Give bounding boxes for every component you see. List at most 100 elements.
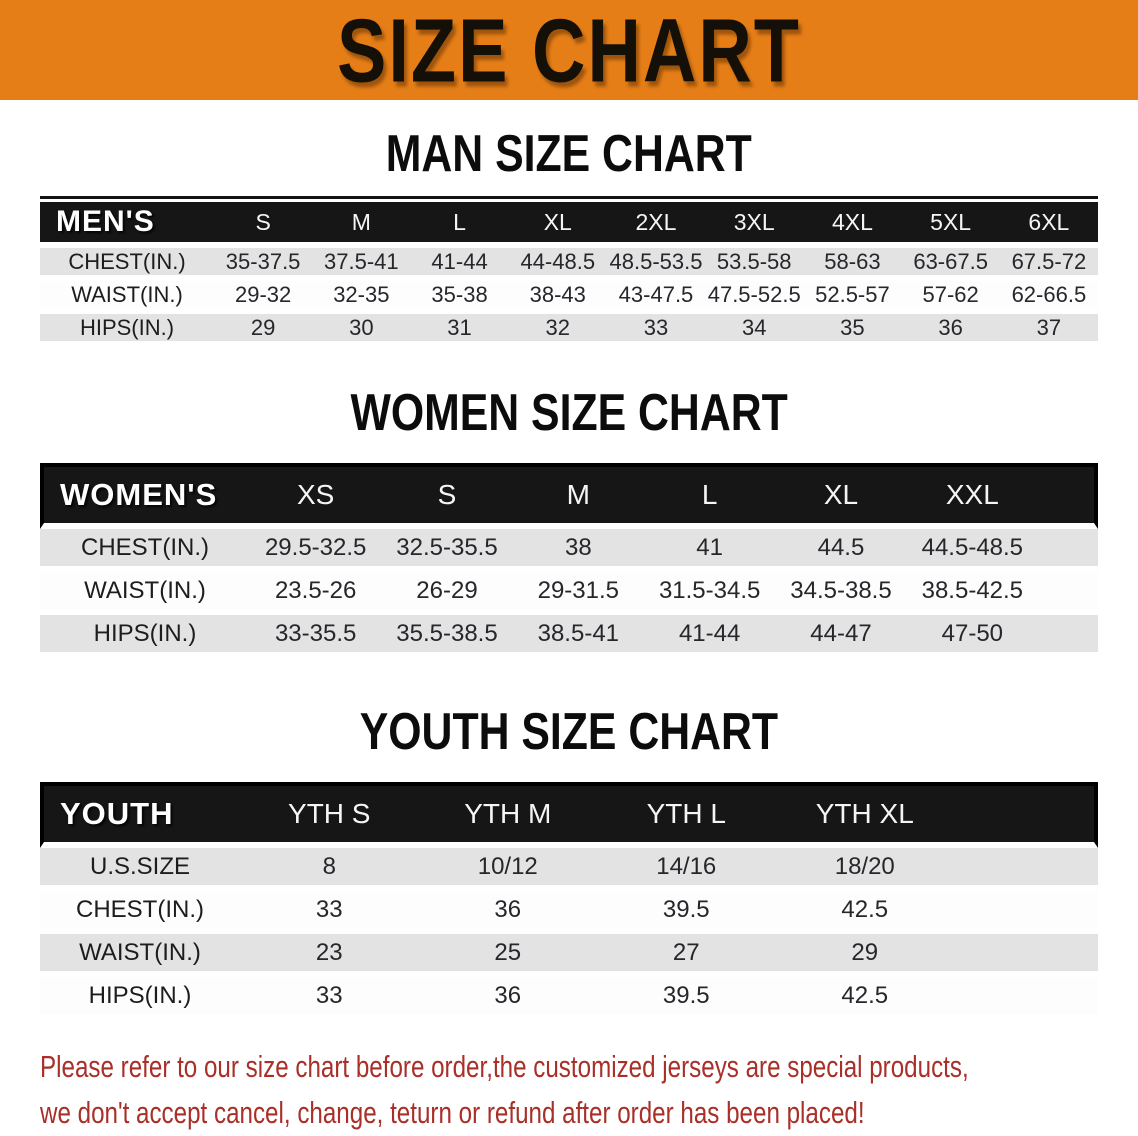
youth-size-table: YOUTH YTH S YTH M YTH L YTH XL U.S.SIZE 8 10/1… — [40, 782, 1098, 1020]
size-value-cell: 41-44 — [410, 248, 509, 281]
size-value-cell: 30 — [312, 314, 411, 347]
women-section-heading: WOMEN SIZE CHART — [0, 382, 1138, 442]
row-label-cell: HIPS(IN.) — [40, 977, 240, 1020]
size-value-cell: 33 — [240, 891, 419, 934]
size-value-cell: 44.5-48.5 — [906, 529, 1038, 572]
women-table-body: CHEST(IN.) 29.5-32.5 32.5-35.5 38 41 44.5 44.5… — [40, 529, 1098, 658]
men-table-body: CHEST(IN.) 35-37.5 37.5-41 41-44 44-48.5 48.5… — [40, 248, 1098, 347]
size-value-cell: 38.5-42.5 — [906, 572, 1038, 615]
women-size-table: WOMEN'S XS S M L XL XXL CHEST(IN.) 29.5-32.5 32.… — [40, 463, 1098, 658]
youth-header-row: YOUTH YTH S YTH M YTH L YTH XL — [40, 782, 1098, 848]
table-row: WAIST(IN.) 23.5-26 26-29 29-31.5 31.5-34.5 34… — [40, 572, 1098, 615]
size-value-cell: 23.5-26 — [250, 572, 382, 615]
size-value-cell: 32-35 — [312, 281, 411, 314]
size-value-cell: 8 — [240, 848, 419, 891]
size-value-cell: 35.5-38.5 — [381, 615, 513, 658]
size-value-cell: 39.5 — [597, 891, 776, 934]
size-value-cell: 44-48.5 — [508, 248, 607, 281]
size-value-cell: 42.5 — [775, 977, 954, 1020]
column-header-cell: YTH M — [418, 782, 597, 848]
size-value-cell: 33 — [606, 314, 706, 347]
size-value-cell: 29-31.5 — [512, 572, 644, 615]
size-value-cell: 63-67.5 — [901, 248, 1000, 281]
size-value-cell: 41-44 — [643, 615, 776, 658]
column-header-cell: 3XL — [705, 199, 804, 248]
row-label-cell: CHEST(IN.) — [40, 248, 214, 281]
table-row: CHEST(IN.) 33 36 39.5 42.5 — [40, 891, 1098, 934]
size-value-cell: 52.5-57 — [803, 281, 902, 314]
size-value-cell: 38-43 — [508, 281, 607, 314]
size-value-cell: 33 — [240, 977, 419, 1020]
size-value-cell: 44-47 — [775, 615, 907, 658]
size-value-cell: 29-32 — [214, 281, 313, 314]
size-value-cell: 34 — [705, 314, 804, 347]
column-header-cell: M — [512, 463, 644, 529]
size-value-cell: 29 — [214, 314, 313, 347]
row-label-cell: CHEST(IN.) — [40, 529, 250, 572]
column-header-cell: L — [410, 199, 509, 248]
table-title-cell: WOMEN'S — [40, 463, 250, 529]
size-value-cell: 35-38 — [410, 281, 509, 314]
spacer-cell — [1038, 615, 1098, 658]
size-value-cell: 26-29 — [381, 572, 513, 615]
table-row: CHEST(IN.) 29.5-32.5 32.5-35.5 38 41 44.5 44.5… — [40, 529, 1098, 572]
size-value-cell: 39.5 — [597, 977, 776, 1020]
men-table-header: MEN'S S M L XL 2XL 3XL 4XL 5XL 6XL — [40, 199, 1098, 248]
size-value-cell: 37 — [999, 314, 1098, 347]
column-header-cell: YTH XL — [775, 782, 954, 848]
spacer-cell — [954, 934, 1098, 977]
column-header-cell: L — [643, 463, 776, 529]
disclaimer-line-2: we don't accept cancel, change, teturn o… — [40, 1095, 865, 1130]
table-row: HIPS(IN.) 33-35.5 35.5-38.5 38.5-41 41-44 44-… — [40, 615, 1098, 658]
size-value-cell: 58-63 — [803, 248, 902, 281]
youth-section-heading: YOUTH SIZE CHART — [0, 702, 1138, 760]
size-value-cell: 31.5-34.5 — [643, 572, 776, 615]
table-row: HIPS(IN.) 33 36 39.5 42.5 — [40, 977, 1098, 1020]
column-header-cell: 6XL — [999, 199, 1098, 248]
size-value-cell: 62-66.5 — [999, 281, 1098, 314]
size-value-cell: 35-37.5 — [214, 248, 313, 281]
column-header-cell: YTH L — [597, 782, 776, 848]
row-label-cell: HIPS(IN.) — [40, 314, 214, 347]
page-title: SIZE CHART — [337, 0, 801, 101]
women-header-row: WOMEN'S XS S M L XL XXL — [40, 463, 1098, 529]
table-row: WAIST(IN.) 29-32 32-35 35-38 38-43 43-47.5 47.… — [40, 281, 1098, 314]
size-value-cell: 36 — [901, 314, 1000, 347]
row-label-cell: CHEST(IN.) — [40, 891, 240, 934]
men-section-heading-text: MAN SIZE CHART — [385, 123, 752, 183]
table-row: WAIST(IN.) 23 25 27 29 — [40, 934, 1098, 977]
spacer-cell — [954, 891, 1098, 934]
column-header-cell: YTH S — [240, 782, 419, 848]
row-label-cell: WAIST(IN.) — [40, 572, 250, 615]
column-header-cell: XL — [508, 199, 607, 248]
size-value-cell: 32.5-35.5 — [381, 529, 513, 572]
size-value-cell: 34.5-38.5 — [775, 572, 907, 615]
size-value-cell: 36 — [418, 891, 597, 934]
size-value-cell: 27 — [597, 934, 776, 977]
column-header-cell: XS — [250, 463, 382, 529]
spacer-cell — [1038, 463, 1098, 529]
size-value-cell: 31 — [410, 314, 509, 347]
size-value-cell: 32 — [508, 314, 607, 347]
size-value-cell: 18/20 — [775, 848, 954, 891]
row-label-cell: WAIST(IN.) — [40, 281, 214, 314]
spacer-cell — [954, 977, 1098, 1020]
column-header-cell: XXL — [906, 463, 1038, 529]
table-title-cell: YOUTH — [40, 782, 240, 848]
size-value-cell: 35 — [803, 314, 902, 347]
size-value-cell: 47-50 — [906, 615, 1038, 658]
men-header-row: MEN'S S M L XL 2XL 3XL 4XL 5XL 6XL — [40, 199, 1098, 248]
column-header-cell: 5XL — [901, 199, 1000, 248]
table-row: HIPS(IN.) 29 30 31 32 33 34 35 36 37 — [40, 314, 1098, 347]
size-value-cell: 10/12 — [418, 848, 597, 891]
spacer-cell — [1038, 529, 1098, 572]
size-value-cell: 36 — [418, 977, 597, 1020]
women-section-heading-text: WOMEN SIZE CHART — [350, 382, 788, 442]
size-value-cell: 42.5 — [775, 891, 954, 934]
column-header-cell: XL — [775, 463, 907, 529]
size-value-cell: 38.5-41 — [512, 615, 644, 658]
size-value-cell: 43-47.5 — [606, 281, 706, 314]
size-value-cell: 29.5-32.5 — [250, 529, 382, 572]
row-label-cell: WAIST(IN.) — [40, 934, 240, 977]
column-header-cell: M — [312, 199, 411, 248]
